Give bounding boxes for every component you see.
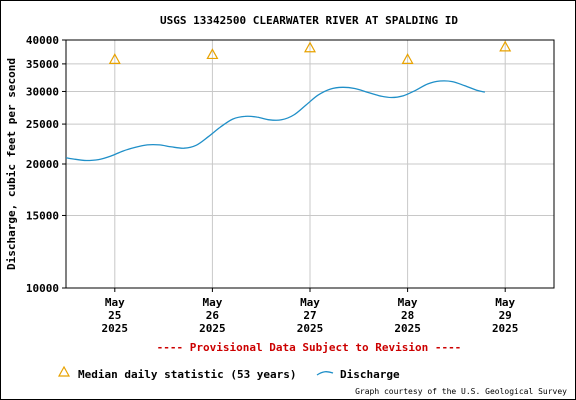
discharge-line [65, 80, 486, 162]
y-tick-label: 15000 [26, 209, 59, 222]
y-tick-label: 10000 [26, 282, 59, 295]
legend: Median daily statistic (53 years) Dischar… [57, 365, 400, 381]
grid-layer [66, 40, 554, 288]
provisional-note: ---- Provisional Data Subject to Revisio… [157, 341, 462, 354]
x-tick-day: 26 [206, 309, 220, 322]
legend-triangle-icon [57, 365, 71, 377]
series-layer [65, 40, 512, 162]
x-tick-day: 25 [108, 309, 121, 322]
x-tick-year: 2025 [199, 322, 226, 335]
x-tick-year: 2025 [394, 322, 421, 335]
y-tick-label: 30000 [26, 85, 59, 98]
x-tick-labels: May252025May262025May272025May282025May2… [102, 288, 519, 335]
median-marker [108, 53, 121, 64]
median-marker [206, 48, 219, 60]
x-tick-month: May [495, 296, 515, 309]
median-marker [303, 41, 317, 53]
median-marker [401, 53, 414, 64]
y-tick-label: 20000 [26, 158, 59, 171]
y-tick-label: 25000 [26, 118, 59, 131]
x-tick-month: May [300, 296, 320, 309]
legend-line-icon [316, 371, 334, 376]
x-tick-day: 29 [499, 309, 512, 322]
x-tick-month: May [105, 296, 125, 309]
x-tick-day: 27 [303, 309, 316, 322]
y-tick-labels: 10000 15000 20000 25000 30000 35000 40000 [26, 34, 66, 295]
y-axis-label: Discharge, cubic feet per second [5, 58, 18, 270]
x-tick-month: May [202, 296, 222, 309]
x-tick-month: May [398, 296, 418, 309]
y-tick-label: 35000 [26, 58, 59, 71]
chart-title: USGS 13342500 CLEARWATER RIVER AT SPALDI… [160, 14, 458, 27]
x-tick-day: 28 [401, 309, 414, 322]
legend-label-median: Median daily statistic (53 years) [78, 368, 297, 381]
credit-text: Graph courtesy of the U.S. Geological Su… [355, 387, 567, 396]
x-tick-year: 2025 [492, 322, 519, 335]
x-tick-year: 2025 [297, 322, 324, 335]
legend-label-discharge: Discharge [340, 368, 400, 381]
median-marker [499, 40, 512, 52]
x-tick-year: 2025 [102, 322, 129, 335]
y-tick-label: 40000 [26, 34, 59, 47]
